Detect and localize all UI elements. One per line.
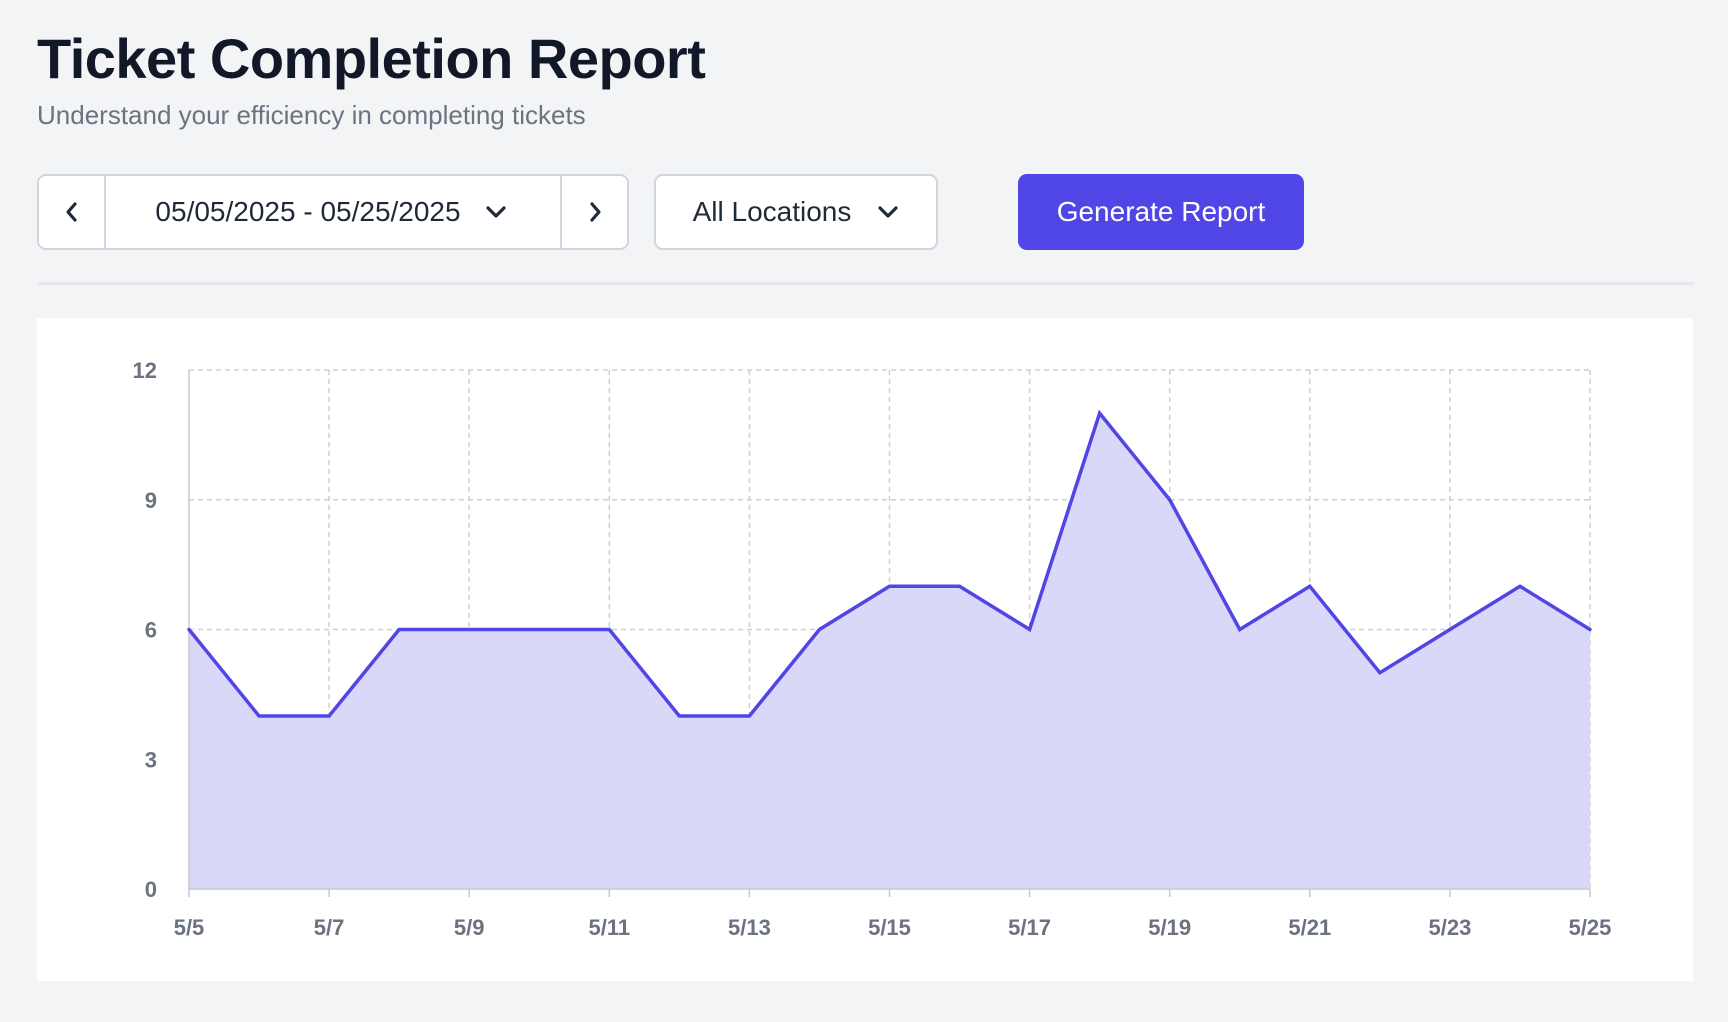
chevron-left-icon [63,201,81,223]
y-tick-label: 12 [133,358,157,383]
ticket-completion-chart: 0 3 6 9 12 5/5 5/7 5/9 5/11 5/13 5/15 5/17 5/19 5/21 5… [133,358,1612,940]
x-tick-label: 5/15 [868,915,911,940]
generate-report-button[interactable]: Generate Report [1018,174,1304,250]
location-dropdown[interactable]: All Locations [654,174,938,250]
y-tick-label: 3 [145,747,157,772]
x-tick-label: 5/7 [314,915,345,940]
x-tick-label: 5/19 [1148,915,1191,940]
y-tick-label: 0 [145,877,157,902]
x-tick-label: 5/25 [1569,915,1612,940]
chevron-down-icon [485,205,507,219]
location-value: All Locations [692,196,852,227]
x-tick-label: 5/5 [174,915,205,940]
x-tick-label: 5/9 [454,915,485,940]
page-subtitle: Understand your efficiency in completing… [37,100,586,130]
date-range-picker: 05/05/2025 - 05/25/2025 [37,174,629,250]
page-title: Ticket Completion Report [37,27,706,90]
next-period-button[interactable] [560,176,627,248]
report-toolbar: 05/05/2025 - 05/25/2025 All Locations Ge… [37,174,1693,250]
x-tick-label: 5/21 [1288,915,1331,940]
series-area-fill [189,413,1590,889]
chart-card: 0 3 6 9 12 5/5 5/7 5/9 5/11 5/13 5/15 5/17 5/19 5/21 5… [37,318,1693,981]
x-tick-label: 5/17 [1008,915,1051,940]
series-line [187,409,1592,718]
date-range-value: 05/05/2025 - 05/25/2025 [155,196,461,227]
x-tick-label: 5/13 [728,915,771,940]
y-tick-label: 6 [145,618,157,643]
date-range-dropdown[interactable]: 05/05/2025 - 05/25/2025 [106,176,560,248]
x-tick-label: 5/23 [1428,915,1471,940]
y-tick-label: 9 [145,488,157,513]
chevron-right-icon [586,201,604,223]
x-tick-label: 5/11 [588,915,630,940]
previous-period-button[interactable] [39,176,106,248]
chevron-down-icon [877,205,899,219]
section-divider [37,282,1693,285]
